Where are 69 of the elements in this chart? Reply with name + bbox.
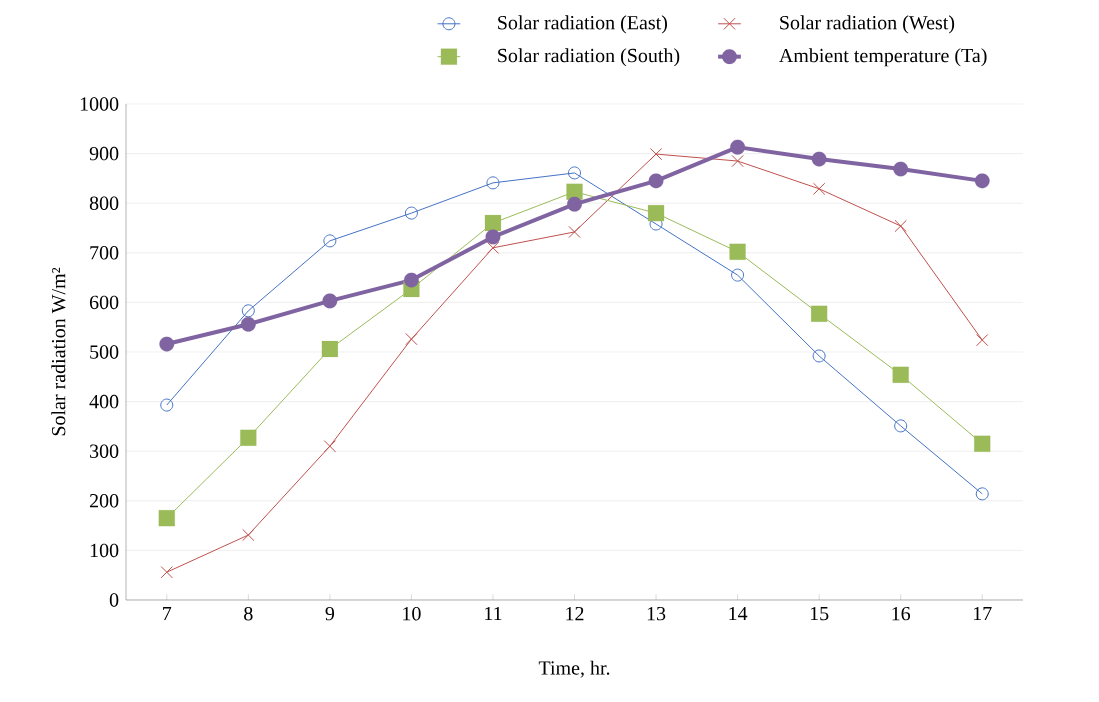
point (241, 304, 255, 318)
point (322, 293, 338, 309)
point (404, 206, 418, 220)
x-tick-label: 14 (729, 606, 748, 621)
point (486, 176, 500, 190)
point (648, 173, 664, 189)
y-tick-label: 700 (90, 246, 119, 260)
x-tick-label: 17 (973, 606, 992, 621)
point (158, 510, 175, 527)
point (974, 173, 990, 189)
point (160, 566, 173, 579)
point (568, 225, 581, 239)
y-tick-label: 100 (90, 543, 119, 558)
x-tick-label: 11 (485, 606, 502, 621)
point (160, 398, 174, 412)
point (729, 243, 746, 260)
point (730, 139, 746, 155)
legend-label: Solar radiation (South) (498, 48, 680, 67)
legend-label: Solar radiation (East) (498, 15, 667, 34)
point (404, 272, 419, 288)
point (405, 332, 418, 346)
point (894, 219, 907, 233)
point (812, 349, 826, 363)
point (893, 161, 909, 177)
x-tick-label: 12 (566, 606, 584, 621)
point (321, 340, 338, 358)
point (159, 336, 175, 352)
point (731, 268, 745, 282)
x-tick-label: 10 (403, 606, 421, 621)
point (486, 241, 500, 254)
x-tick-label: 7 (163, 606, 172, 621)
y-tick-label: 0 (109, 593, 119, 607)
point (894, 419, 908, 433)
point (567, 196, 582, 212)
x-tick-label: 13 (647, 606, 666, 621)
point (731, 154, 744, 168)
point (975, 487, 989, 501)
y-tick-label: 300 (90, 444, 119, 458)
point (976, 333, 989, 347)
y-tick-label: 400 (89, 394, 119, 409)
point (484, 214, 502, 232)
x-tick-label: 9 (325, 606, 335, 621)
y-tick-label: 600 (89, 295, 119, 310)
legend-label: Ambient temperature (Ta) (779, 48, 987, 67)
point (242, 528, 255, 542)
point (323, 234, 337, 248)
x-tick-label: 8 (244, 606, 253, 621)
point (240, 316, 256, 332)
point (568, 166, 582, 180)
point (240, 429, 257, 446)
point (974, 435, 991, 452)
point (892, 366, 909, 383)
point (811, 151, 827, 167)
y-tick-label: 900 (89, 146, 119, 161)
y-tick-label: 500 (90, 345, 119, 359)
x-tick-label: 16 (892, 606, 911, 621)
legend-label: Solar radiation (West) (780, 15, 955, 34)
point (485, 229, 501, 245)
point (812, 182, 826, 195)
point (323, 440, 337, 453)
point (649, 147, 663, 161)
point (811, 305, 828, 322)
x-axis-title: Time, hr. (538, 660, 610, 678)
point (647, 205, 665, 222)
y-tick-label: 1000 (80, 97, 119, 111)
y-tick-label: 800 (89, 196, 119, 210)
y-axis-title: Solar radiation W/m² (51, 267, 66, 436)
y-tick-label: 200 (89, 494, 119, 508)
x-tick-label: 15 (810, 606, 829, 621)
